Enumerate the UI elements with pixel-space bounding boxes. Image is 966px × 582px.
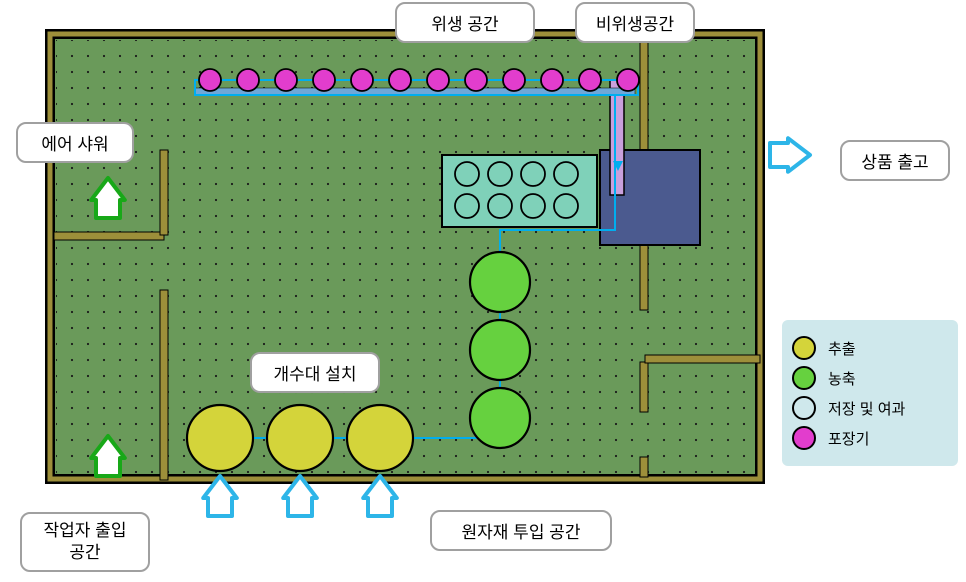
packager-row-2 — [275, 69, 297, 91]
concentrate-0 — [470, 252, 530, 312]
label-non-hygiene-space: 비위생공간 — [575, 2, 695, 43]
inner-wall-6 — [645, 355, 760, 363]
inner-wall-1 — [160, 150, 168, 235]
legend-concentrate-label: 농축 — [828, 368, 856, 389]
arrow-shipment — [770, 138, 810, 172]
packager-row-1 — [237, 69, 259, 91]
label-air-shower: 에어 샤워 — [16, 122, 134, 163]
inner-wall-2 — [160, 290, 168, 480]
packager-row-10 — [579, 69, 601, 91]
label-worker-entry: 작업자 출입 공간 — [20, 512, 150, 572]
label-material-input: 원자재 투입 공간 — [430, 510, 612, 551]
packager-row-9 — [541, 69, 563, 91]
extract-0 — [187, 405, 253, 471]
legend: 추출농축저장 및 여과포장기 — [782, 320, 958, 466]
packager-row-5 — [389, 69, 411, 91]
legend-extract-swatch — [792, 336, 816, 360]
packager-row-3 — [313, 69, 335, 91]
extract-2 — [347, 405, 413, 471]
conveyor-vert — [610, 80, 624, 195]
legend-filter-swatch — [792, 396, 816, 420]
packager-row-4 — [351, 69, 373, 91]
legend-filter: 저장 및 여과 — [792, 396, 948, 420]
inner-wall-5 — [640, 457, 648, 477]
legend-concentrate-swatch — [792, 366, 816, 390]
legend-filter-label: 저장 및 여과 — [828, 398, 905, 419]
legend-extract: 추출 — [792, 336, 948, 360]
floorplan-svg — [0, 0, 966, 582]
legend-extract-label: 추출 — [828, 338, 856, 359]
concentrate-2 — [470, 388, 530, 448]
label-sink-install: 개수대 설치 — [250, 352, 380, 393]
packager-row-8 — [503, 69, 525, 91]
label-product-shipment: 상품 출고 — [840, 140, 950, 181]
conveyor-horiz — [195, 88, 635, 95]
inner-wall-0 — [54, 232, 164, 240]
packager-row-0 — [199, 69, 221, 91]
packager-row-6 — [427, 69, 449, 91]
packager-row-7 — [465, 69, 487, 91]
concentrate-1 — [470, 320, 530, 380]
legend-packager: 포장기 — [792, 426, 948, 450]
legend-packager-swatch — [792, 426, 816, 450]
legend-concentrate: 농축 — [792, 366, 948, 390]
packager-row-11 — [617, 69, 639, 91]
inner-wall-4 — [640, 362, 648, 412]
label-hygiene-space: 위생 공간 — [395, 2, 535, 43]
extract-1 — [267, 405, 333, 471]
legend-packager-label: 포장기 — [828, 428, 869, 449]
